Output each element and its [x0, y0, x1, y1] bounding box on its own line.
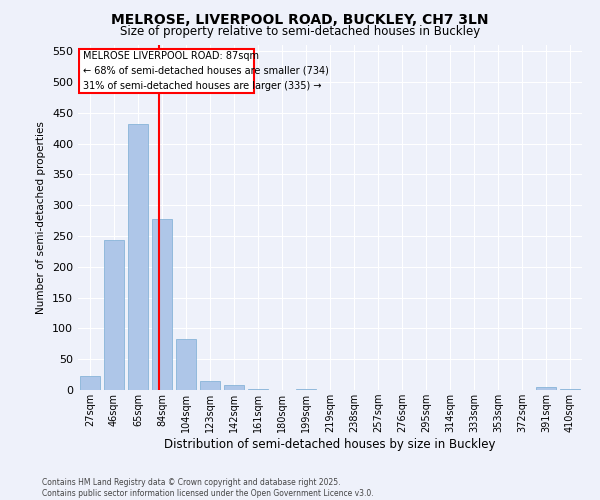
Text: Size of property relative to semi-detached houses in Buckley: Size of property relative to semi-detach…	[120, 25, 480, 38]
Bar	[224, 385, 244, 390]
Bar	[80, 376, 100, 390]
Bar	[248, 389, 268, 390]
Bar	[536, 387, 556, 390]
Bar	[128, 124, 148, 390]
Bar	[560, 389, 580, 390]
Bar	[104, 240, 124, 390]
X-axis label: Distribution of semi-detached houses by size in Buckley: Distribution of semi-detached houses by …	[164, 438, 496, 451]
Text: ← 68% of semi-detached houses are smaller (734): ← 68% of semi-detached houses are smalle…	[83, 66, 329, 76]
Bar	[176, 339, 196, 390]
Bar	[152, 218, 172, 390]
Text: 31% of semi-detached houses are larger (335) →: 31% of semi-detached houses are larger (…	[83, 80, 322, 90]
FancyBboxPatch shape	[79, 48, 254, 93]
Text: MELROSE LIVERPOOL ROAD: 87sqm: MELROSE LIVERPOOL ROAD: 87sqm	[83, 51, 259, 61]
Text: MELROSE, LIVERPOOL ROAD, BUCKLEY, CH7 3LN: MELROSE, LIVERPOOL ROAD, BUCKLEY, CH7 3L…	[111, 12, 489, 26]
Text: Contains HM Land Registry data © Crown copyright and database right 2025.
Contai: Contains HM Land Registry data © Crown c…	[42, 478, 374, 498]
Bar	[200, 382, 220, 390]
Y-axis label: Number of semi-detached properties: Number of semi-detached properties	[37, 121, 46, 314]
